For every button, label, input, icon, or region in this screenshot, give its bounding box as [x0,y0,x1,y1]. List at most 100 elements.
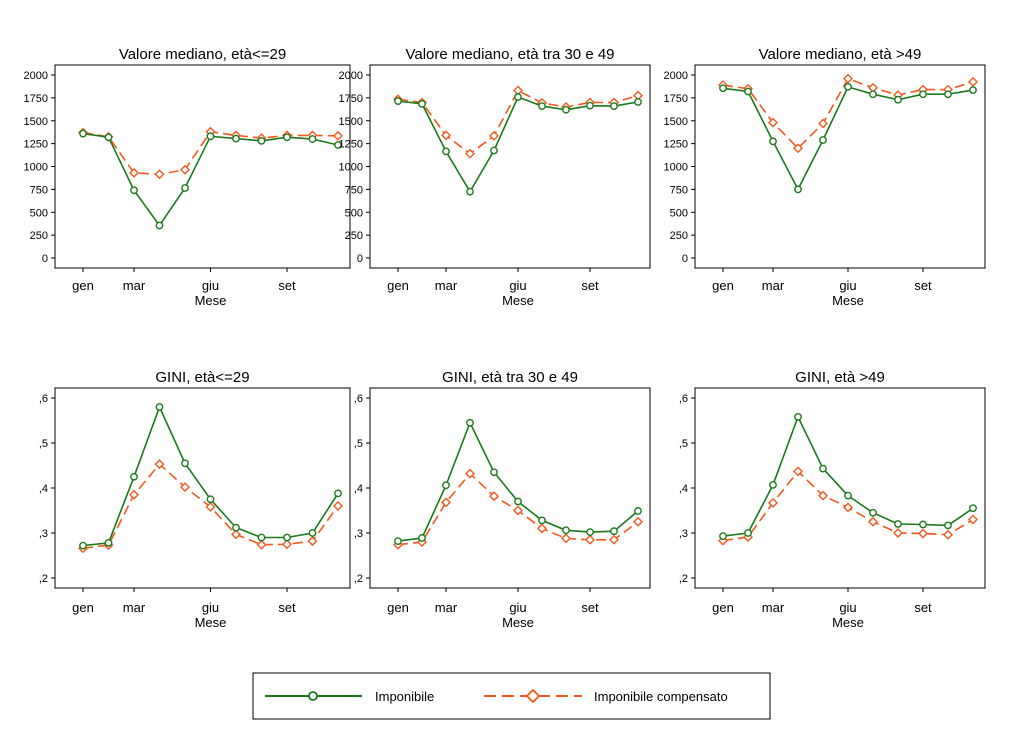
y-tick-label: 2000 [339,70,363,82]
data-point-circle [232,523,240,532]
data-point-circle [719,532,727,541]
y-tick-label: 1750 [664,93,688,105]
y-tick-label: ,2 [354,573,363,585]
y-tick-label: 1250 [339,139,363,151]
x-tick-label: giu [509,278,526,293]
y-tick-label: ,5 [354,438,363,450]
y-tick-label: 500 [30,207,48,219]
x-tick-label: mar [435,600,458,615]
plot-frame [694,64,986,269]
data-point-circle [466,187,474,196]
data-point-circle [819,464,827,473]
legend-marker-diamond-icon [525,688,541,704]
data-point-diamond [441,497,451,508]
panel-title: GINI, età<=29 [155,369,249,386]
x-tick-label: set [278,600,296,615]
x-tick-label: set [581,600,599,615]
y-tick-label: 1250 [24,139,48,151]
plot-frame [54,64,351,269]
x-tick-label: giu [202,600,219,615]
data-point-circle [586,101,594,110]
legend-marker-circle-icon [308,691,318,701]
data-point-diamond [537,523,547,534]
data-point-diamond [943,529,953,540]
data-point-circle [442,481,450,490]
data-point-diamond [843,502,853,513]
data-point-circle [869,508,877,517]
data-point-circle [442,147,450,156]
y-tick-label: 1250 [664,139,688,151]
x-tick-label: gen [712,278,734,293]
x-tick-label: mar [762,600,785,615]
data-point-diamond [513,505,523,516]
y-tick-label: 0 [42,253,48,265]
x-tick-label: set [914,278,932,293]
x-tick-label: mar [123,600,146,615]
legend-item-imponibile: Imponibile [265,689,434,704]
chart-panels: Valore mediano, età<=29 0 250 500 750 1000 125… [24,46,986,630]
data-point-circle [418,534,426,542]
data-point-diamond [968,76,978,87]
y-tick-label: 500 [670,207,688,219]
data-point-circle [844,491,852,500]
data-point-diamond [843,73,853,84]
data-point-diamond [282,539,292,550]
y-tick-label: 1000 [339,162,363,174]
data-point-diamond [129,167,139,178]
data-point-circle [257,136,266,145]
x-tick-label: set [914,600,932,615]
data-point-circle [104,539,113,547]
data-point-circle [79,129,87,138]
x-axis-title: Mese [502,615,534,630]
data-point-circle [634,98,642,106]
series-line-2 [397,89,639,155]
y-tick-label: 500 [345,207,363,219]
data-point-circle [562,105,570,114]
data-point-diamond [768,497,778,508]
data-point-circle [719,84,727,93]
data-point-diamond [633,516,643,527]
x-tick-label: giu [202,278,219,293]
y-tick-label: 750 [345,184,363,196]
x-tick-label: giu [839,600,856,615]
series-line-1 [722,414,974,537]
data-point-diamond [561,533,571,544]
x-tick-label: mar [435,278,458,293]
data-point-diamond [180,164,190,175]
y-tick-label: ,6 [354,393,363,405]
series-line-1 [722,85,974,192]
data-point-circle [334,489,342,498]
data-point-circle [181,184,189,192]
data-point-circle [919,90,927,99]
data-point-diamond [868,516,878,527]
y-tick-label: 250 [670,230,688,242]
x-axis-title: Mese [832,615,864,630]
data-point-circle [944,90,952,99]
y-tick-label: 1500 [664,116,688,128]
legend-label-imponibile: Imponibile [375,689,434,704]
data-point-circle [844,82,852,91]
data-point-circle [634,507,642,515]
legend-label-imponibile-compensato: Imponibile compensato [594,689,728,704]
data-point-circle [586,528,594,536]
y-tick-label: ,4 [354,483,363,495]
data-point-circle [466,418,474,427]
data-point-diamond [154,459,165,470]
y-tick-label: 1000 [24,162,48,174]
y-tick-label: 1000 [664,162,688,174]
x-axis-title: Mese [195,615,227,630]
data-point-circle [418,99,426,108]
y-tick-label: 250 [345,230,363,242]
data-point-circle [181,459,189,468]
y-tick-label: 2000 [24,70,48,82]
data-point-circle [334,141,342,149]
y-tick-label: 1500 [24,116,48,128]
y-tick-label: 0 [682,253,688,265]
data-point-diamond [129,489,139,500]
data-point-circle [894,95,902,104]
data-point-diamond [609,534,619,545]
data-point-circle [919,520,927,529]
data-point-diamond [793,143,803,154]
y-tick-label: ,4 [679,483,688,495]
